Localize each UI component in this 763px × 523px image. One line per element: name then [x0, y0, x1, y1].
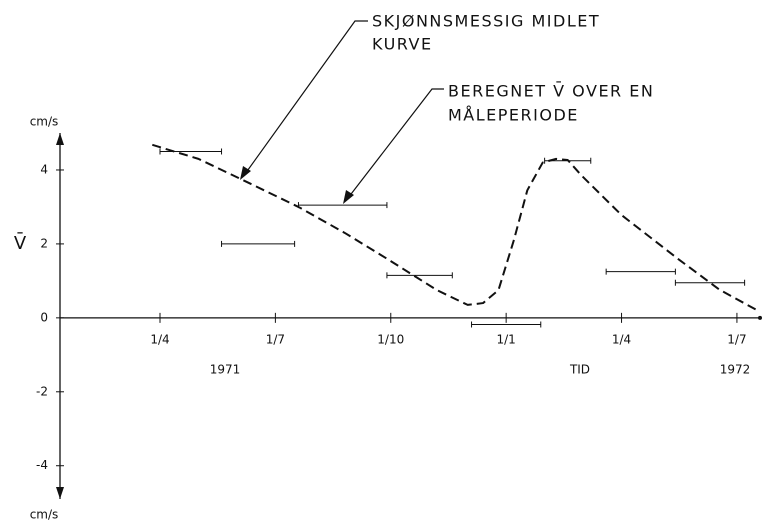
y-axis-label: V̄ — [14, 232, 27, 254]
x-tick-label: 1/10 — [377, 332, 404, 346]
x-sublabel: 1971 — [210, 362, 241, 376]
x-tick-label: 1/7 — [727, 332, 746, 346]
axis-end — [758, 315, 762, 320]
y-tick-label: 2 — [40, 236, 48, 250]
arrowhead — [240, 166, 251, 180]
y-tick-label: -2 — [36, 384, 48, 398]
leader-line — [244, 20, 368, 175]
arrowhead — [343, 190, 354, 204]
x-tick-label: 1/4 — [150, 332, 169, 346]
axis-arrow — [56, 133, 64, 145]
x-tick-label: 1/7 — [266, 332, 285, 346]
y-tick-label: -4 — [36, 458, 48, 472]
x-tick-label: 1/4 — [612, 332, 631, 346]
annotation: SKJØNNSMESSIG MIDLET — [372, 12, 600, 31]
annotation: MÅLEPERIODE — [448, 106, 579, 125]
y-unit: cm/s — [30, 115, 59, 129]
x-tick-label: 1/1 — [496, 332, 515, 346]
y-unit: cm/s — [30, 508, 59, 522]
x-sublabel: TID — [569, 362, 590, 376]
dashed-curve — [152, 143, 757, 311]
x-sublabel: 1972 — [720, 362, 751, 376]
annotation: BEREGNET V̄ OVER EN — [448, 82, 654, 101]
y-tick-label: 0 — [40, 310, 48, 324]
leader-line — [347, 88, 444, 199]
y-tick-label: 4 — [40, 162, 48, 176]
axis-arrow — [56, 487, 64, 499]
annotation: KURVE — [372, 35, 433, 54]
